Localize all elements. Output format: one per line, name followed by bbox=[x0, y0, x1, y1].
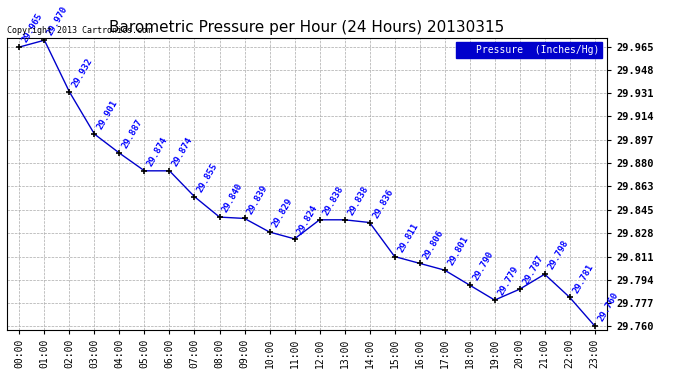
Text: 29.787: 29.787 bbox=[521, 254, 545, 286]
Title: Barometric Pressure per Hour (24 Hours) 20130315: Barometric Pressure per Hour (24 Hours) … bbox=[110, 20, 504, 35]
Text: 29.965: 29.965 bbox=[21, 12, 45, 44]
Text: 29.829: 29.829 bbox=[271, 197, 295, 229]
Text: 29.801: 29.801 bbox=[446, 235, 470, 267]
Text: 29.838: 29.838 bbox=[346, 184, 370, 217]
Text: 29.970: 29.970 bbox=[46, 5, 70, 38]
Text: 29.779: 29.779 bbox=[496, 265, 520, 297]
Text: 29.887: 29.887 bbox=[121, 118, 145, 150]
Text: 29.798: 29.798 bbox=[546, 239, 570, 272]
Text: 29.840: 29.840 bbox=[221, 182, 245, 214]
Text: 29.824: 29.824 bbox=[296, 204, 320, 236]
Legend: Pressure  (Inches/Hg): Pressure (Inches/Hg) bbox=[455, 42, 602, 58]
Text: 29.874: 29.874 bbox=[146, 136, 170, 168]
Text: 29.790: 29.790 bbox=[471, 250, 495, 282]
Text: 29.836: 29.836 bbox=[371, 188, 395, 220]
Text: 29.901: 29.901 bbox=[96, 99, 120, 131]
Text: 29.781: 29.781 bbox=[571, 262, 595, 295]
Text: 29.811: 29.811 bbox=[396, 221, 420, 254]
Text: 29.806: 29.806 bbox=[421, 228, 445, 261]
Text: 29.760: 29.760 bbox=[596, 291, 620, 323]
Text: Copyright 2013 Cartronics.com: Copyright 2013 Cartronics.com bbox=[7, 26, 152, 34]
Text: 29.839: 29.839 bbox=[246, 183, 270, 216]
Text: 29.855: 29.855 bbox=[196, 162, 220, 194]
Text: 29.838: 29.838 bbox=[321, 184, 345, 217]
Text: 29.932: 29.932 bbox=[71, 57, 95, 89]
Text: 29.874: 29.874 bbox=[171, 136, 195, 168]
